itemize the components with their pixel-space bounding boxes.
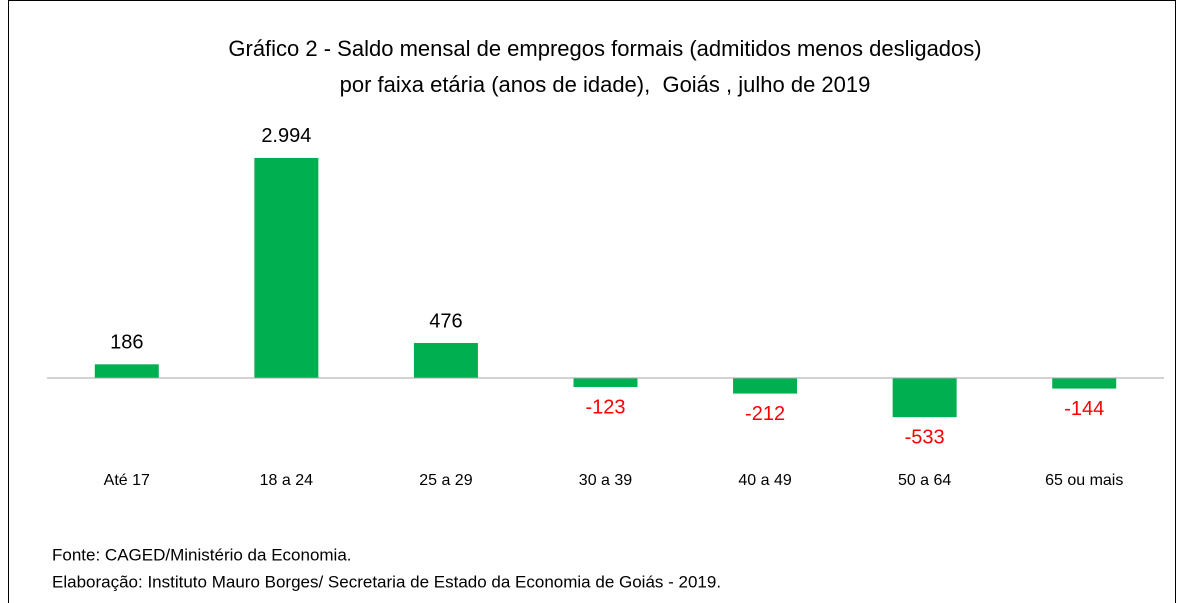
bar [573, 378, 638, 388]
value-label: -533 [905, 426, 945, 448]
bar [892, 378, 957, 418]
value-label: -123 [585, 396, 625, 418]
credit-note: Elaboração: Instituto Mauro Borges/ Secr… [52, 572, 721, 591]
value-label: -212 [745, 403, 785, 425]
x-tick-label: 50 a 64 [898, 472, 951, 489]
x-tick-label: 65 ou mais [1045, 472, 1123, 489]
x-tick-label: 25 a 29 [419, 472, 472, 489]
bar [733, 378, 798, 394]
value-label: 186 [110, 332, 143, 354]
value-label: 2.994 [261, 125, 311, 147]
chart-title: Gráfico 2 - Saldo mensal de empregos for… [228, 36, 981, 61]
bar [413, 343, 478, 378]
value-label: 476 [429, 310, 462, 332]
x-tick-label: 40 a 49 [738, 472, 791, 489]
x-tick-label: 18 a 24 [260, 472, 313, 489]
bar [1052, 378, 1117, 389]
source-note: Fonte: CAGED/Ministério da Economia. [52, 545, 352, 564]
x-tick-label: 30 a 39 [579, 472, 632, 489]
chart-border [8, 0, 1176, 603]
x-tick-label: Até 17 [104, 472, 150, 489]
value-label: -144 [1064, 398, 1104, 420]
chart-subtitle: por faixa etária (anos de idade), Goiás … [340, 72, 871, 97]
bar [254, 157, 319, 378]
bar [94, 364, 159, 378]
